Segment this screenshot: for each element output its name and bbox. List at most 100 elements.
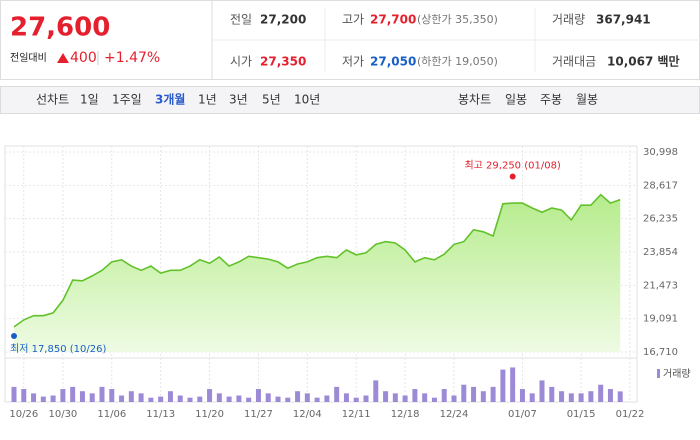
volume-bar <box>607 389 613 402</box>
volume-bar <box>549 386 555 402</box>
volume-bar <box>109 389 115 402</box>
x-tick-label: 11/20 <box>195 409 224 420</box>
volume-bar <box>578 393 584 402</box>
volume-bar <box>304 393 310 402</box>
x-tick-label: 12/18 <box>391 409 420 420</box>
volume-bar <box>471 386 477 402</box>
period-tab[interactable]: 1년 <box>198 93 217 107</box>
volume-bar <box>187 397 193 402</box>
info-note: (하한가 19,050) <box>417 54 498 68</box>
y-tick-label: 28,617 <box>643 180 678 191</box>
info-label: 시가 <box>230 55 252 69</box>
x-tick-label: 10/26 <box>9 409 38 420</box>
volume-bar <box>285 397 291 402</box>
volume-bar <box>529 393 535 402</box>
volume-bar <box>79 391 85 402</box>
info-label: 고가 <box>342 13 364 27</box>
info-label: 저가 <box>342 55 364 69</box>
x-tick-label: 01/07 <box>508 409 537 420</box>
candle-tab[interactable]: 주봉 <box>540 93 562 107</box>
x-tick-label: 11/27 <box>244 409 273 420</box>
volume-bar <box>148 397 154 402</box>
x-tick-label: 11/13 <box>146 409 175 420</box>
annotation-dot <box>11 333 17 340</box>
volume-bar <box>451 395 457 402</box>
period-tab[interactable]: 10년 <box>294 93 320 107</box>
volume-bar <box>490 386 496 402</box>
volume-bar <box>295 391 301 402</box>
y-tick-label: 16,710 <box>643 347 678 358</box>
volume-bar <box>441 389 447 402</box>
info-value: 27,050 <box>370 55 416 69</box>
volume-bar <box>539 380 545 402</box>
volume-bar <box>422 393 428 402</box>
volume-bar <box>40 396 46 402</box>
y-tick-label: 23,854 <box>643 247 678 258</box>
price: 27,600 <box>10 13 110 43</box>
volume-bar <box>363 395 369 402</box>
up-arrow <box>57 53 69 63</box>
info-value: 367,941 <box>596 13 651 27</box>
y-tick-label: 21,473 <box>643 280 678 291</box>
y-tick-label: 26,235 <box>643 214 678 225</box>
volume-bar <box>412 389 418 402</box>
volume-bar <box>99 386 105 402</box>
volume-bar <box>392 393 398 402</box>
x-tick-label: 10/30 <box>48 409 77 420</box>
volume-bar <box>197 396 203 402</box>
volume-bar <box>598 384 604 402</box>
volume-bar <box>50 395 56 402</box>
volume-bar <box>21 389 27 402</box>
period-tab[interactable]: 5년 <box>262 93 281 107</box>
info-label: 거래량 <box>552 13 585 27</box>
volume-bar <box>383 391 389 402</box>
period-tab[interactable]: 1일 <box>80 93 99 107</box>
volume-bar <box>158 396 164 402</box>
info-value: 27,350 <box>260 55 306 69</box>
tab-group-label: 봉차트 <box>458 93 491 107</box>
volume-bar <box>588 391 594 402</box>
volume-bar <box>500 369 506 402</box>
volume-bar <box>70 386 76 402</box>
volume-bar <box>334 386 340 402</box>
x-tick-label: 12/11 <box>342 409 371 420</box>
volume-bar <box>314 397 320 402</box>
volume-bar <box>617 391 623 402</box>
annotation-label: 최고 29,250 (01/08) <box>464 159 560 171</box>
volume-bar <box>324 395 330 402</box>
plot-frame <box>4 145 638 403</box>
volume-bar <box>167 391 173 402</box>
annotation-label: 최저 17,850 (10/26) <box>10 343 106 355</box>
volume-bar <box>510 367 516 402</box>
period-tab[interactable]: 3개월 <box>155 92 185 107</box>
volume-bar <box>89 393 95 402</box>
info-label: 거래대금 <box>552 55 596 69</box>
volume-bar <box>431 397 437 402</box>
x-tick-label: 01/15 <box>567 409 596 420</box>
area-fill <box>14 194 621 352</box>
info-value: 27,700 <box>370 13 416 27</box>
volume-bar <box>11 386 17 402</box>
volume-bar <box>559 391 565 402</box>
y-tick-label: 30,998 <box>643 147 678 158</box>
volume-bar <box>236 395 242 402</box>
price-line <box>13 193 621 328</box>
change: 400 <box>70 50 97 66</box>
volume-bar <box>343 393 349 402</box>
annotation-dot <box>509 173 516 180</box>
candle-tab[interactable]: 일봉 <box>505 93 527 107</box>
volume-bar <box>568 393 574 402</box>
period-tab[interactable]: 3년 <box>229 93 248 107</box>
candle-tab[interactable]: 월봉 <box>576 93 598 107</box>
volume-bar <box>275 396 281 402</box>
volume-bar <box>177 395 183 402</box>
y-tick-label: 19,091 <box>643 314 678 325</box>
volume-bar <box>207 389 213 402</box>
volume-bar <box>60 389 66 402</box>
volume-bar <box>373 380 379 402</box>
period-tab[interactable]: 1주일 <box>112 93 142 107</box>
volume-bar <box>216 393 222 402</box>
change-pct: +1.47% <box>104 50 160 66</box>
